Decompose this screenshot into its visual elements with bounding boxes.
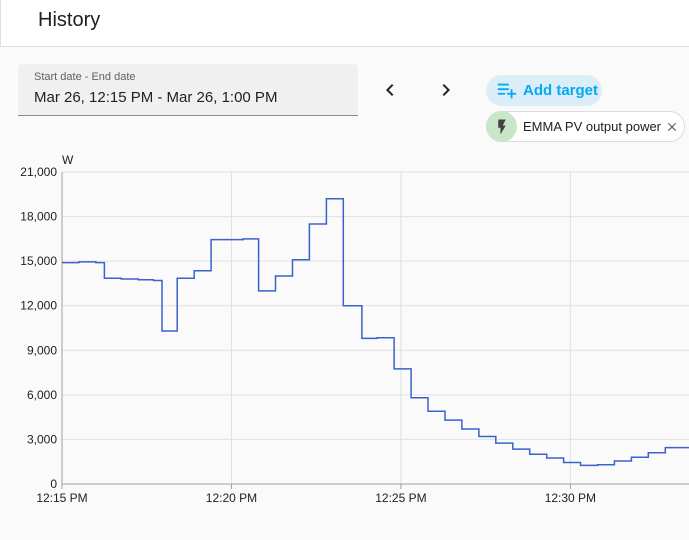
flash-icon (486, 111, 517, 142)
date-range-value: Mar 26, 12:15 PM - Mar 26, 1:00 PM (34, 89, 278, 106)
chart-tick-labels: 0 3,000 6,000 9,000 12,000 15,000 18,000 21,000… (20, 165, 596, 505)
y-tick-label: 3,000 (27, 432, 57, 446)
next-period-button[interactable] (434, 78, 458, 102)
chart-grid (62, 171, 689, 484)
page-title: History (38, 9, 101, 31)
chevron-right-icon (442, 84, 450, 96)
y-tick-label: 21,000 (20, 165, 57, 179)
app-header: History (0, 0, 689, 47)
series-line (62, 197, 689, 467)
y-axis-unit-label: W (62, 153, 74, 167)
target-chip[interactable]: EMMA PV output power (486, 111, 685, 142)
chevron-left-icon (386, 84, 394, 96)
x-tick-label: 12:15 PM (36, 491, 87, 505)
y-tick-label: 9,000 (27, 343, 57, 357)
date-range-label: Start date - End date (34, 71, 136, 83)
y-tick-label: 0 (50, 477, 57, 491)
date-range-picker[interactable]: Start date - End date Mar 26, 12:15 PM -… (18, 64, 358, 116)
playlist-plus-icon (497, 83, 517, 99)
sidebar-edge (0, 0, 1, 46)
previous-period-button[interactable] (378, 78, 402, 102)
add-target-label: Add target (523, 82, 598, 99)
x-tick-label: 12:25 PM (375, 491, 426, 505)
chart-series (62, 197, 689, 467)
x-tick-label: 12:20 PM (206, 491, 257, 505)
y-tick-label: 18,000 (20, 210, 57, 224)
target-chip-label: EMMA PV output power (523, 119, 662, 134)
y-tick-label: 12,000 (20, 299, 57, 313)
chart-axes (61, 172, 689, 489)
x-tick-label: 12:30 PM (545, 491, 596, 505)
y-tick-label: 6,000 (27, 388, 57, 402)
y-tick-label: 15,000 (20, 254, 57, 268)
close-icon[interactable] (665, 120, 679, 134)
add-target-button[interactable]: Add target (486, 75, 602, 106)
